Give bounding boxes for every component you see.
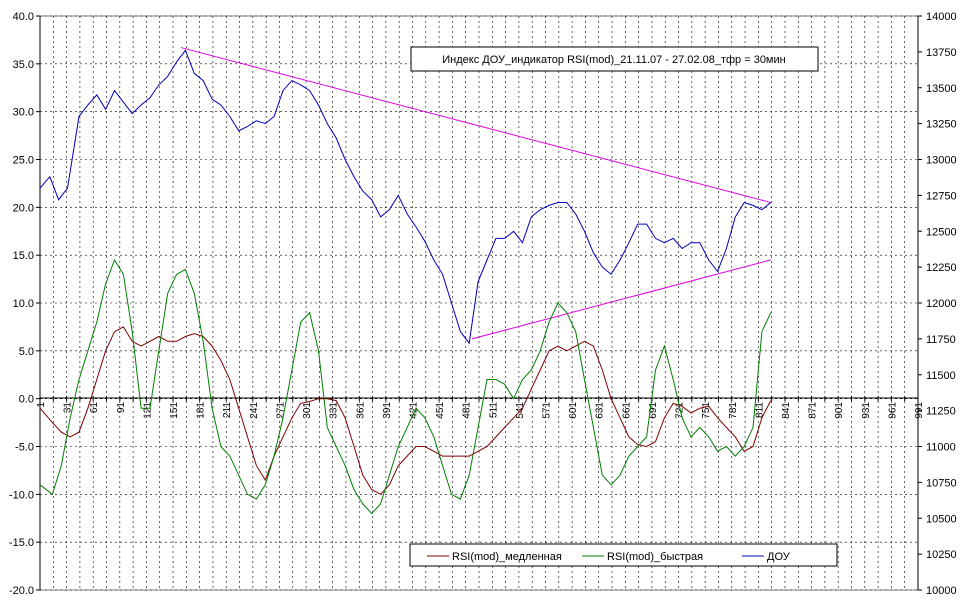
x-tick-label: 571 [542,402,553,419]
series-rsi-slow [39,326,772,495]
x-tick-label: 451 [435,402,446,419]
x-tick-label: 301 [302,402,313,419]
y2-tick-label: 10750 [926,477,957,489]
y-tick-label: 10.0 [13,298,34,310]
series-dow [39,49,772,345]
trendlines [180,47,771,340]
y2-axis-labels: 14000 13750 13500 13250 13000 12750 12500 12250… [926,11,957,597]
x-tick-label: 1 [36,402,47,408]
x-tick-label: 751 [701,402,712,419]
x-tick-label: 631 [595,402,606,419]
x-tick-label: 361 [355,402,366,419]
x-tick-label: 871 [808,402,819,419]
legend-label-dow: ДОУ [767,551,791,563]
y2-tick-label: 11750 [926,334,956,346]
y2-tick-label: 13750 [926,47,957,59]
x-axis-labels: 1 31 61 91 121 151 181 211 241 271 301 331 361 391 421… [36,402,925,419]
grid [39,15,919,591]
x-tick-label: 961 [887,402,898,419]
x-tick-label: 121 [142,402,153,419]
y-tick-label: 25.0 [13,155,34,167]
y-axis-labels: 40.0 35.0 30.0 25.0 20.0 15.0 10.0 5.0 0.0 -5.0 -1… [9,11,34,597]
y2-tick-label: 12250 [926,262,957,274]
y-tick-label: 20.0 [13,202,34,214]
x-tick-label: 811 [754,402,765,418]
axes [36,15,922,591]
x-tick-label: 691 [648,402,659,419]
title-box: Индекс ДОУ_индикатор RSI(mod)_21.11.07 -… [410,46,819,72]
x-tick-label: 481 [462,402,473,419]
x-tick-label: 271 [275,402,286,419]
x-tick-label: 901 [834,402,845,419]
x-tick-label: 241 [249,402,260,419]
x-tick-label: 841 [781,402,792,419]
y2-tick-label: 13500 [926,83,957,95]
y2-tick-label: 12750 [926,190,957,202]
y2-tick-label: 10000 [926,585,957,597]
y2-tick-label: 10500 [926,513,957,525]
x-tick-label: 421 [408,402,419,419]
y-tick-label: -20.0 [9,585,34,597]
chart-title: Индекс ДОУ_индикатор RSI(mod)_21.11.07 -… [442,54,785,66]
y2-tick-label: 13250 [926,119,957,131]
legend-label-slow: RSI(mod)_медленная [452,551,562,563]
y-tick-label: 0.0 [19,394,34,406]
y2-tick-label: 10250 [926,549,957,561]
x-tick-label: 31 [63,402,74,414]
y-tick-label: -10.0 [9,489,34,501]
x-tick-label: 661 [621,402,632,419]
y-tick-label: 30.0 [13,107,34,119]
x-tick-label: 931 [861,402,872,419]
y2-tick-label: 12000 [926,298,957,310]
x-tick-label: 511 [488,402,499,418]
y2-tick-label: 12500 [926,226,957,238]
x-tick-label: 781 [728,402,739,419]
x-tick-label: 61 [89,402,100,414]
y-tick-label: 15.0 [13,250,34,262]
x-tick-label: 91 [116,402,127,414]
legend: RSI(mod)_медленная RSI(mod)_быстрая ДОУ [409,543,838,567]
x-tick-label: 211 [222,402,233,418]
x-tick-label: 181 [196,402,207,419]
y2-tick-label: 13000 [926,155,957,167]
x-tick-label: 601 [568,402,579,419]
x-tick-label: 391 [382,402,393,419]
y-tick-label: 5.0 [19,346,34,358]
y2-tick-label: 11000 [926,442,956,454]
trendline-upper [180,47,771,204]
y-tick-label: -15.0 [9,537,34,549]
y2-tick-label: 11250 [926,406,956,418]
y2-tick-label: 14000 [926,11,957,23]
series-rsi-fast [39,258,772,515]
y-tick-label: 40.0 [13,11,34,23]
x-tick-label: 331 [329,402,340,419]
x-tick-label: 991 [914,402,925,419]
y2-tick-label: 11500 [926,370,956,382]
y-tick-label: -5.0 [15,442,34,454]
series-lines [39,49,772,515]
x-tick-label: 151 [169,402,180,419]
trendline-lower [471,259,771,340]
legend-label-fast: RSI(mod)_быстрая [607,551,703,563]
y-tick-label: 35.0 [13,59,34,71]
